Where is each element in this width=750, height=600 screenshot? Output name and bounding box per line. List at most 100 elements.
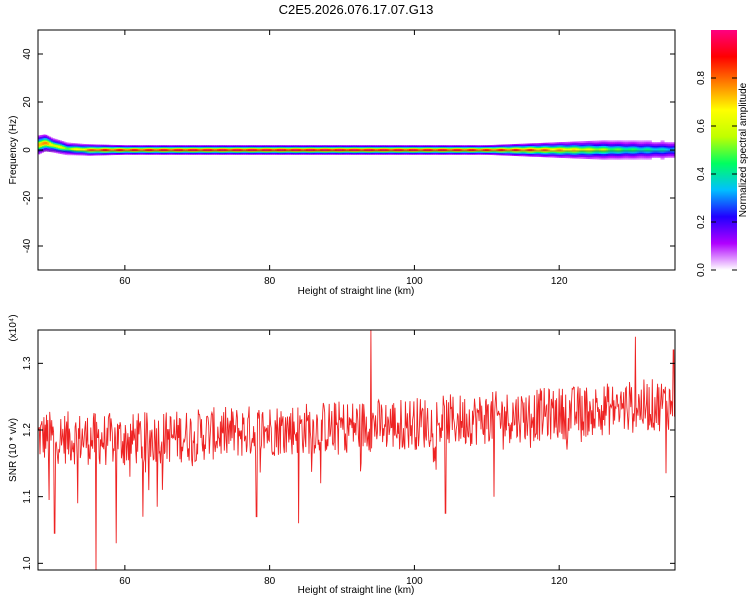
band-cell: [88, 149, 91, 151]
band-cell: [399, 149, 403, 151]
band-cell: [609, 148, 613, 152]
y-tick-label: 1.0: [22, 556, 33, 570]
band-cell: [157, 149, 160, 151]
band-cell: [61, 146, 64, 149]
band-cell: [360, 149, 363, 151]
band-cell: [408, 149, 412, 151]
snr-panel: 60 80 100 120 1.0 1.1 1.2 1.3 Height of straigh…: [8, 314, 676, 596]
band-cell: [456, 149, 459, 151]
band-cell: [497, 149, 500, 151]
band-cell: [477, 149, 480, 151]
band-cell: [466, 149, 470, 151]
band-cell: [43, 141, 46, 145]
band-cell: [276, 149, 280, 151]
band-cell: [369, 149, 372, 151]
band-cell: [238, 149, 242, 151]
band-cell: [637, 148, 640, 152]
band-cell: [94, 149, 97, 151]
band-cell: [602, 148, 605, 152]
band-cell: [311, 149, 314, 151]
band-cell: [463, 149, 466, 151]
band-cell: [387, 149, 390, 151]
band-cell: [291, 149, 294, 151]
band-cell: [644, 148, 647, 152]
band-cell: [445, 149, 448, 151]
band-cell: [589, 148, 593, 152]
band-cell: [278, 149, 281, 151]
band-cell: [640, 148, 643, 152]
band-cell: [539, 148, 542, 152]
band-cell: [396, 149, 399, 151]
band-cell: [298, 149, 301, 151]
band-cell: [394, 149, 397, 151]
band-cell: [405, 149, 408, 151]
band-cell: [114, 149, 117, 151]
band-cell: [255, 149, 258, 151]
band-cell: [155, 149, 158, 151]
band-cell: [247, 149, 251, 151]
band-cell: [222, 149, 225, 151]
band-cell: [533, 148, 537, 152]
y-tick-label: 40: [22, 48, 33, 60]
band-cell: [638, 148, 642, 152]
band-cell: [133, 149, 137, 151]
band-cell: [410, 149, 413, 151]
band-cell: [74, 148, 77, 151]
band-cell: [421, 149, 424, 151]
band-cell: [240, 149, 243, 151]
band-cell: [414, 149, 417, 151]
band-cell: [199, 149, 202, 151]
band-cell: [159, 149, 162, 151]
x-tick-label: 60: [119, 276, 131, 287]
snr-scale-label: (x10⁴): [8, 314, 19, 341]
band-cell: [200, 149, 204, 151]
band-cell: [655, 148, 658, 152]
band-cell: [559, 148, 562, 152]
band-cell: [560, 148, 564, 152]
band-cell: [38, 143, 41, 147]
band-cell: [231, 149, 234, 151]
band-cell: [63, 147, 66, 150]
band-cell: [269, 149, 272, 151]
band-cell: [137, 149, 140, 151]
band-cell: [564, 148, 567, 152]
band-cell: [461, 149, 464, 151]
band-cell: [209, 149, 213, 151]
band-cell: [83, 148, 86, 151]
band-cell: [52, 144, 55, 147]
band-cell: [251, 149, 254, 151]
band-cell: [313, 149, 316, 151]
band-cell: [217, 149, 220, 151]
band-cell: [323, 149, 327, 151]
band-cell: [519, 149, 522, 151]
band-cell: [139, 149, 142, 151]
band-cell: [361, 149, 365, 151]
band-cell: [503, 149, 506, 151]
band-cell: [542, 148, 546, 152]
band-cell: [307, 149, 310, 151]
band-cell: [517, 149, 520, 151]
band-cell: [135, 149, 138, 151]
band-cell: [506, 149, 509, 151]
y-tick-label: 0: [22, 147, 33, 153]
band-cell: [161, 149, 164, 151]
band-cell: [50, 143, 53, 147]
band-cell: [262, 149, 265, 151]
y-tick-label: 1.1: [22, 489, 33, 503]
band-cell: [195, 149, 198, 151]
band-cell: [522, 148, 526, 152]
band-cell: [488, 149, 491, 151]
band-cell: [41, 142, 44, 146]
band-cell: [146, 149, 149, 151]
band-cell: [142, 149, 146, 151]
band-cell: [501, 149, 504, 151]
band-cell: [304, 149, 307, 151]
band-cell: [224, 149, 227, 151]
band-cell: [204, 149, 207, 151]
band-cell: [492, 149, 495, 151]
band-cell: [47, 142, 50, 145]
band-cell: [266, 149, 269, 151]
band-cell: [220, 149, 223, 151]
snr-y-label: SNR (10 * v/v): [8, 418, 19, 482]
band-cell: [132, 149, 135, 151]
